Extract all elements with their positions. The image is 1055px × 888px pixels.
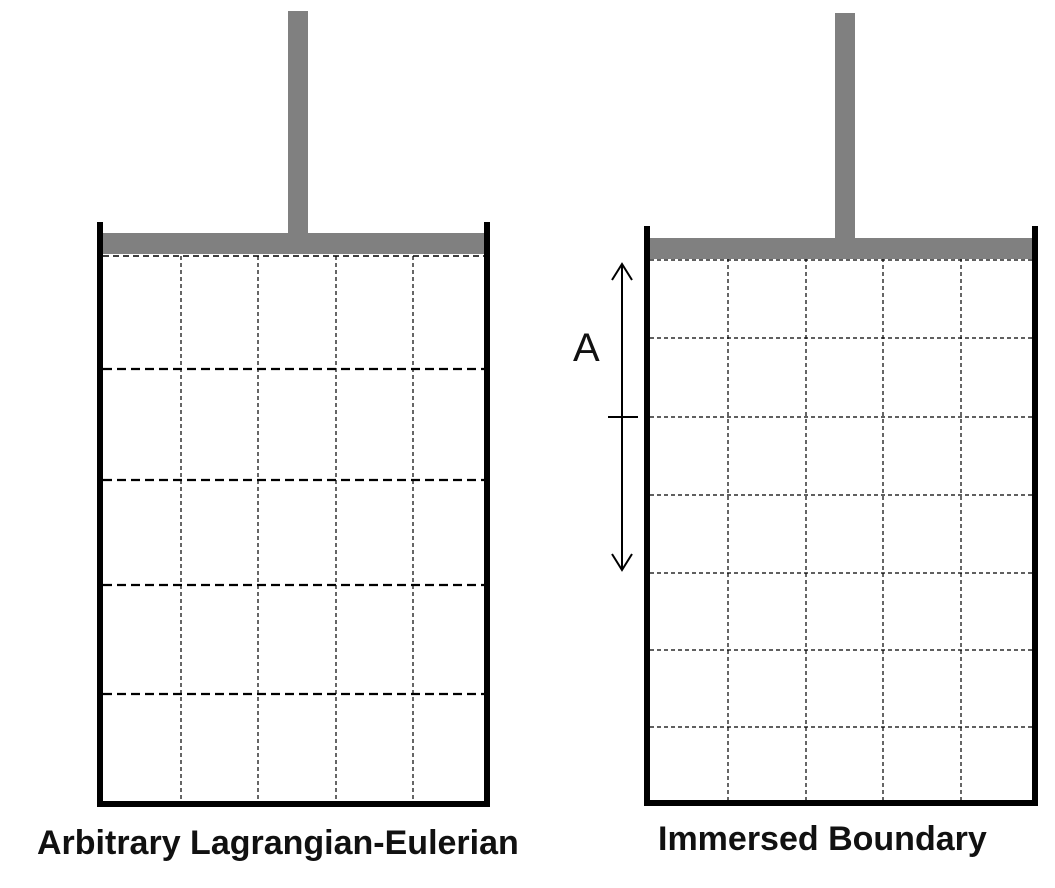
ib-mesh-grid <box>650 258 1032 802</box>
ib-caption: Immersed Boundary <box>658 820 987 858</box>
ale-caption: Arbitrary Lagrangian-Eulerian <box>37 824 519 862</box>
arrow-head-down <box>611 553 633 572</box>
ib-piston-rod <box>835 13 855 243</box>
double-arrow-marker <box>608 262 638 572</box>
ale-piston-head <box>103 233 484 254</box>
ale-piston-rod <box>288 11 308 239</box>
ib-panel <box>608 13 1038 806</box>
ib-piston-head <box>650 238 1032 259</box>
ib-container-walls <box>644 226 1038 806</box>
arrow-head-up <box>611 262 633 281</box>
marker-label-a: A <box>573 326 600 370</box>
ale-panel <box>97 11 490 807</box>
ale-container-walls <box>97 222 490 807</box>
ale-mesh-grid <box>103 255 484 804</box>
